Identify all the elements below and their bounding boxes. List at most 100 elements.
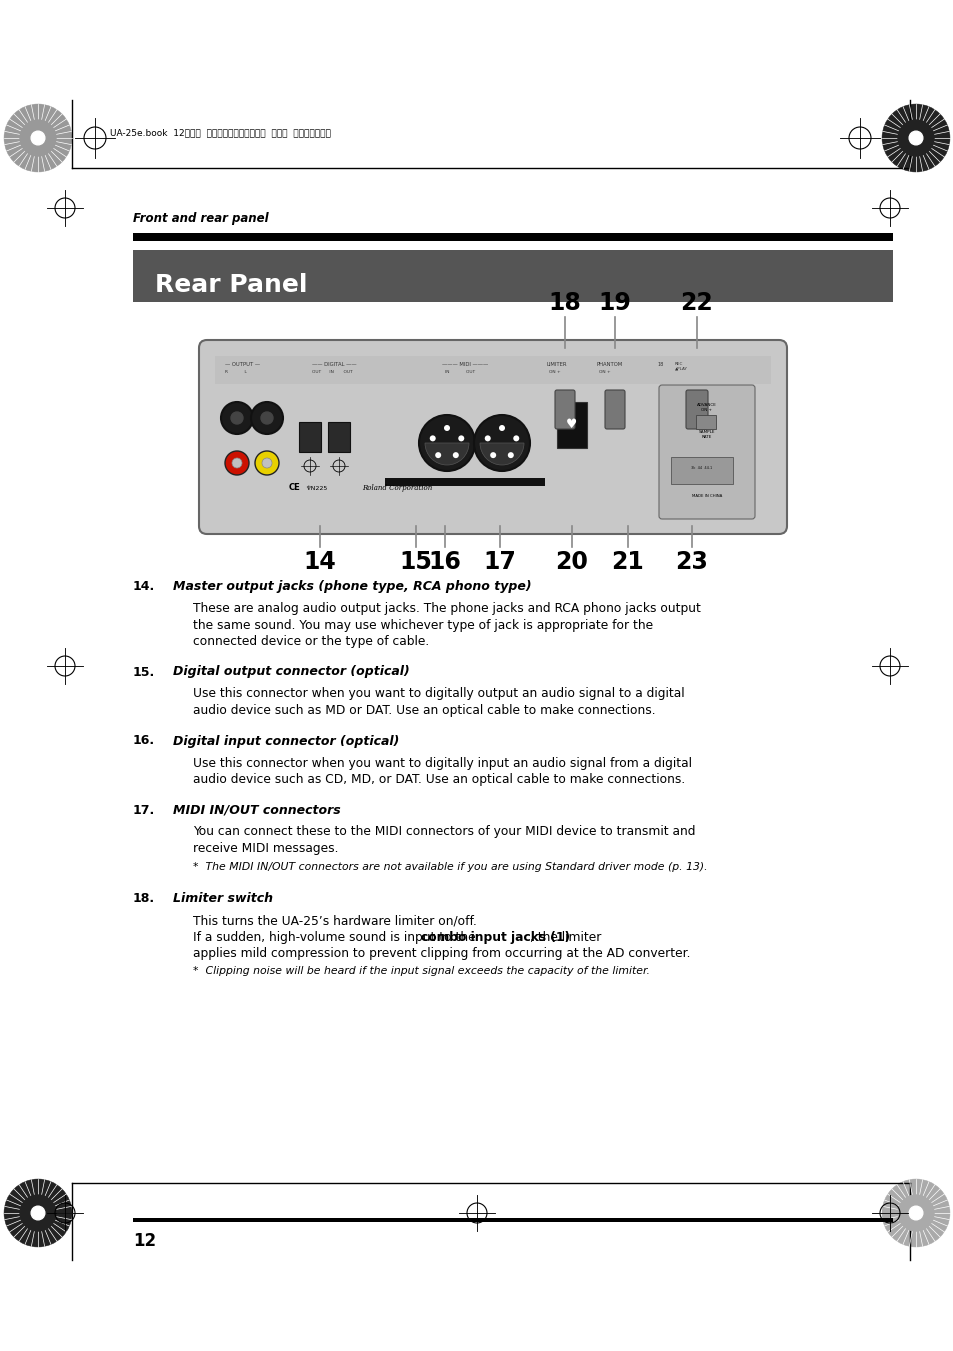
Circle shape [225, 451, 249, 476]
Text: This turns the UA-25’s hardware limiter on/off.: This turns the UA-25’s hardware limiter … [193, 915, 476, 927]
Text: Roland Corporation: Roland Corporation [361, 484, 432, 492]
Circle shape [453, 453, 458, 458]
Circle shape [262, 458, 272, 467]
Wedge shape [424, 443, 469, 465]
Text: 18: 18 [657, 362, 662, 367]
FancyBboxPatch shape [214, 357, 770, 384]
Circle shape [429, 435, 436, 442]
Circle shape [507, 453, 514, 458]
Text: MIDI IN/OUT connectors: MIDI IN/OUT connectors [172, 804, 340, 816]
FancyBboxPatch shape [328, 422, 350, 453]
Circle shape [221, 403, 253, 434]
Circle shape [31, 131, 45, 145]
Text: applies mild compression to prevent clipping from occurring at the AD converter.: applies mild compression to prevent clip… [193, 947, 690, 961]
Circle shape [897, 120, 933, 155]
FancyBboxPatch shape [557, 403, 586, 449]
Circle shape [251, 403, 283, 434]
Text: 23: 23 [675, 550, 708, 574]
Text: 15.: 15. [132, 666, 155, 678]
Text: 16.: 16. [132, 735, 155, 747]
FancyBboxPatch shape [132, 1219, 892, 1223]
Text: SAMPLE
RATE: SAMPLE RATE [698, 430, 715, 439]
Text: 17.: 17. [132, 804, 155, 816]
Text: REC
▲PLAY: REC ▲PLAY [675, 362, 687, 370]
Text: Digital input connector (optical): Digital input connector (optical) [172, 735, 399, 747]
Text: Limiter switch: Limiter switch [172, 892, 273, 905]
Wedge shape [4, 104, 71, 172]
Circle shape [490, 453, 496, 458]
Text: LIMITER: LIMITER [546, 362, 567, 367]
Text: audio device such as CD, MD, or DAT. Use an optical cable to make connections.: audio device such as CD, MD, or DAT. Use… [193, 773, 684, 786]
Text: You can connect these to the MIDI connectors of your MIDI device to transmit and: You can connect these to the MIDI connec… [193, 825, 695, 839]
Text: 17: 17 [483, 550, 516, 574]
Circle shape [418, 415, 475, 471]
Text: Use this connector when you want to digitally input an audio signal from a digit: Use this connector when you want to digi… [193, 757, 691, 770]
Text: OUT      IN       OUT: OUT IN OUT [312, 370, 353, 374]
Text: ON +: ON + [598, 370, 610, 374]
FancyBboxPatch shape [685, 390, 707, 430]
Wedge shape [882, 1179, 949, 1247]
Wedge shape [882, 104, 949, 172]
Text: R            L: R L [225, 370, 247, 374]
Wedge shape [4, 1179, 71, 1247]
Text: Master output jacks (phone type, RCA phono type): Master output jacks (phone type, RCA pho… [172, 580, 531, 593]
Text: UA-25e.book  12ページ  ２００５年１０月３１日  月曜日  午後４時４８分: UA-25e.book 12ページ ２００５年１０月３１日 月曜日 午後４時４８… [110, 128, 331, 138]
Text: Front and rear panel: Front and rear panel [132, 212, 269, 226]
Circle shape [484, 435, 490, 442]
FancyBboxPatch shape [696, 415, 716, 430]
Text: combo input jacks (1): combo input jacks (1) [420, 931, 569, 943]
Text: CE: CE [289, 484, 300, 493]
FancyBboxPatch shape [604, 390, 624, 430]
Text: ON +: ON + [548, 370, 560, 374]
Circle shape [498, 426, 504, 431]
Text: audio device such as MD or DAT. Use an optical cable to make connections.: audio device such as MD or DAT. Use an o… [193, 704, 655, 717]
Circle shape [231, 412, 243, 424]
Text: IN            OUT: IN OUT [444, 370, 475, 374]
Text: connected device or the type of cable.: connected device or the type of cable. [193, 635, 429, 648]
Text: 3k  44  44.1: 3k 44 44.1 [691, 466, 712, 470]
Text: , the limiter: , the limiter [530, 931, 601, 943]
Text: 20: 20 [555, 550, 588, 574]
Circle shape [908, 131, 922, 145]
FancyBboxPatch shape [670, 457, 732, 484]
Text: 18: 18 [548, 290, 580, 315]
Text: If a sudden, high-volume sound is input to the: If a sudden, high-volume sound is input … [193, 931, 479, 943]
Text: *  Clipping noise will be heard if the input signal exceeds the capacity of the : * Clipping noise will be heard if the in… [193, 966, 649, 977]
FancyBboxPatch shape [385, 478, 544, 486]
Text: ♆N225: ♆N225 [305, 485, 327, 490]
Circle shape [20, 1196, 56, 1231]
Circle shape [261, 412, 273, 424]
Text: 19: 19 [598, 290, 631, 315]
Circle shape [908, 1206, 922, 1220]
Wedge shape [479, 443, 523, 465]
FancyBboxPatch shape [298, 422, 320, 453]
Circle shape [31, 1206, 45, 1220]
Text: Rear Panel: Rear Panel [154, 273, 307, 297]
Text: 12: 12 [132, 1232, 156, 1250]
Text: 22: 22 [679, 290, 713, 315]
Text: 14: 14 [303, 550, 336, 574]
FancyBboxPatch shape [555, 390, 575, 430]
Text: Use this connector when you want to digitally output an audio signal to a digita: Use this connector when you want to digi… [193, 688, 684, 701]
Text: receive MIDI messages.: receive MIDI messages. [193, 842, 338, 855]
Text: *  The MIDI IN/OUT connectors are not available if you are using Standard driver: * The MIDI IN/OUT connectors are not ava… [193, 862, 707, 871]
Circle shape [232, 458, 242, 467]
Text: ——— MIDI ———: ——— MIDI ——— [441, 362, 488, 367]
Text: These are analog audio output jacks. The phone jacks and RCA phono jacks output: These are analog audio output jacks. The… [193, 603, 700, 615]
Circle shape [457, 435, 464, 442]
Text: 16: 16 [428, 550, 461, 574]
Text: ADVANCE
ON +: ADVANCE ON + [697, 403, 717, 412]
Text: the same sound. You may use whichever type of jack is appropriate for the: the same sound. You may use whichever ty… [193, 619, 653, 631]
FancyBboxPatch shape [659, 385, 754, 519]
Text: —— DIGITAL ——: —— DIGITAL —— [312, 362, 356, 367]
Circle shape [897, 1196, 933, 1231]
Text: 14.: 14. [132, 580, 155, 593]
Text: MADE IN CHINA: MADE IN CHINA [691, 494, 721, 499]
FancyBboxPatch shape [199, 340, 786, 534]
Circle shape [20, 120, 56, 155]
FancyBboxPatch shape [132, 250, 892, 303]
Text: Digital output connector (optical): Digital output connector (optical) [172, 666, 410, 678]
Text: 18.: 18. [132, 892, 155, 905]
Circle shape [435, 453, 440, 458]
Circle shape [474, 415, 530, 471]
